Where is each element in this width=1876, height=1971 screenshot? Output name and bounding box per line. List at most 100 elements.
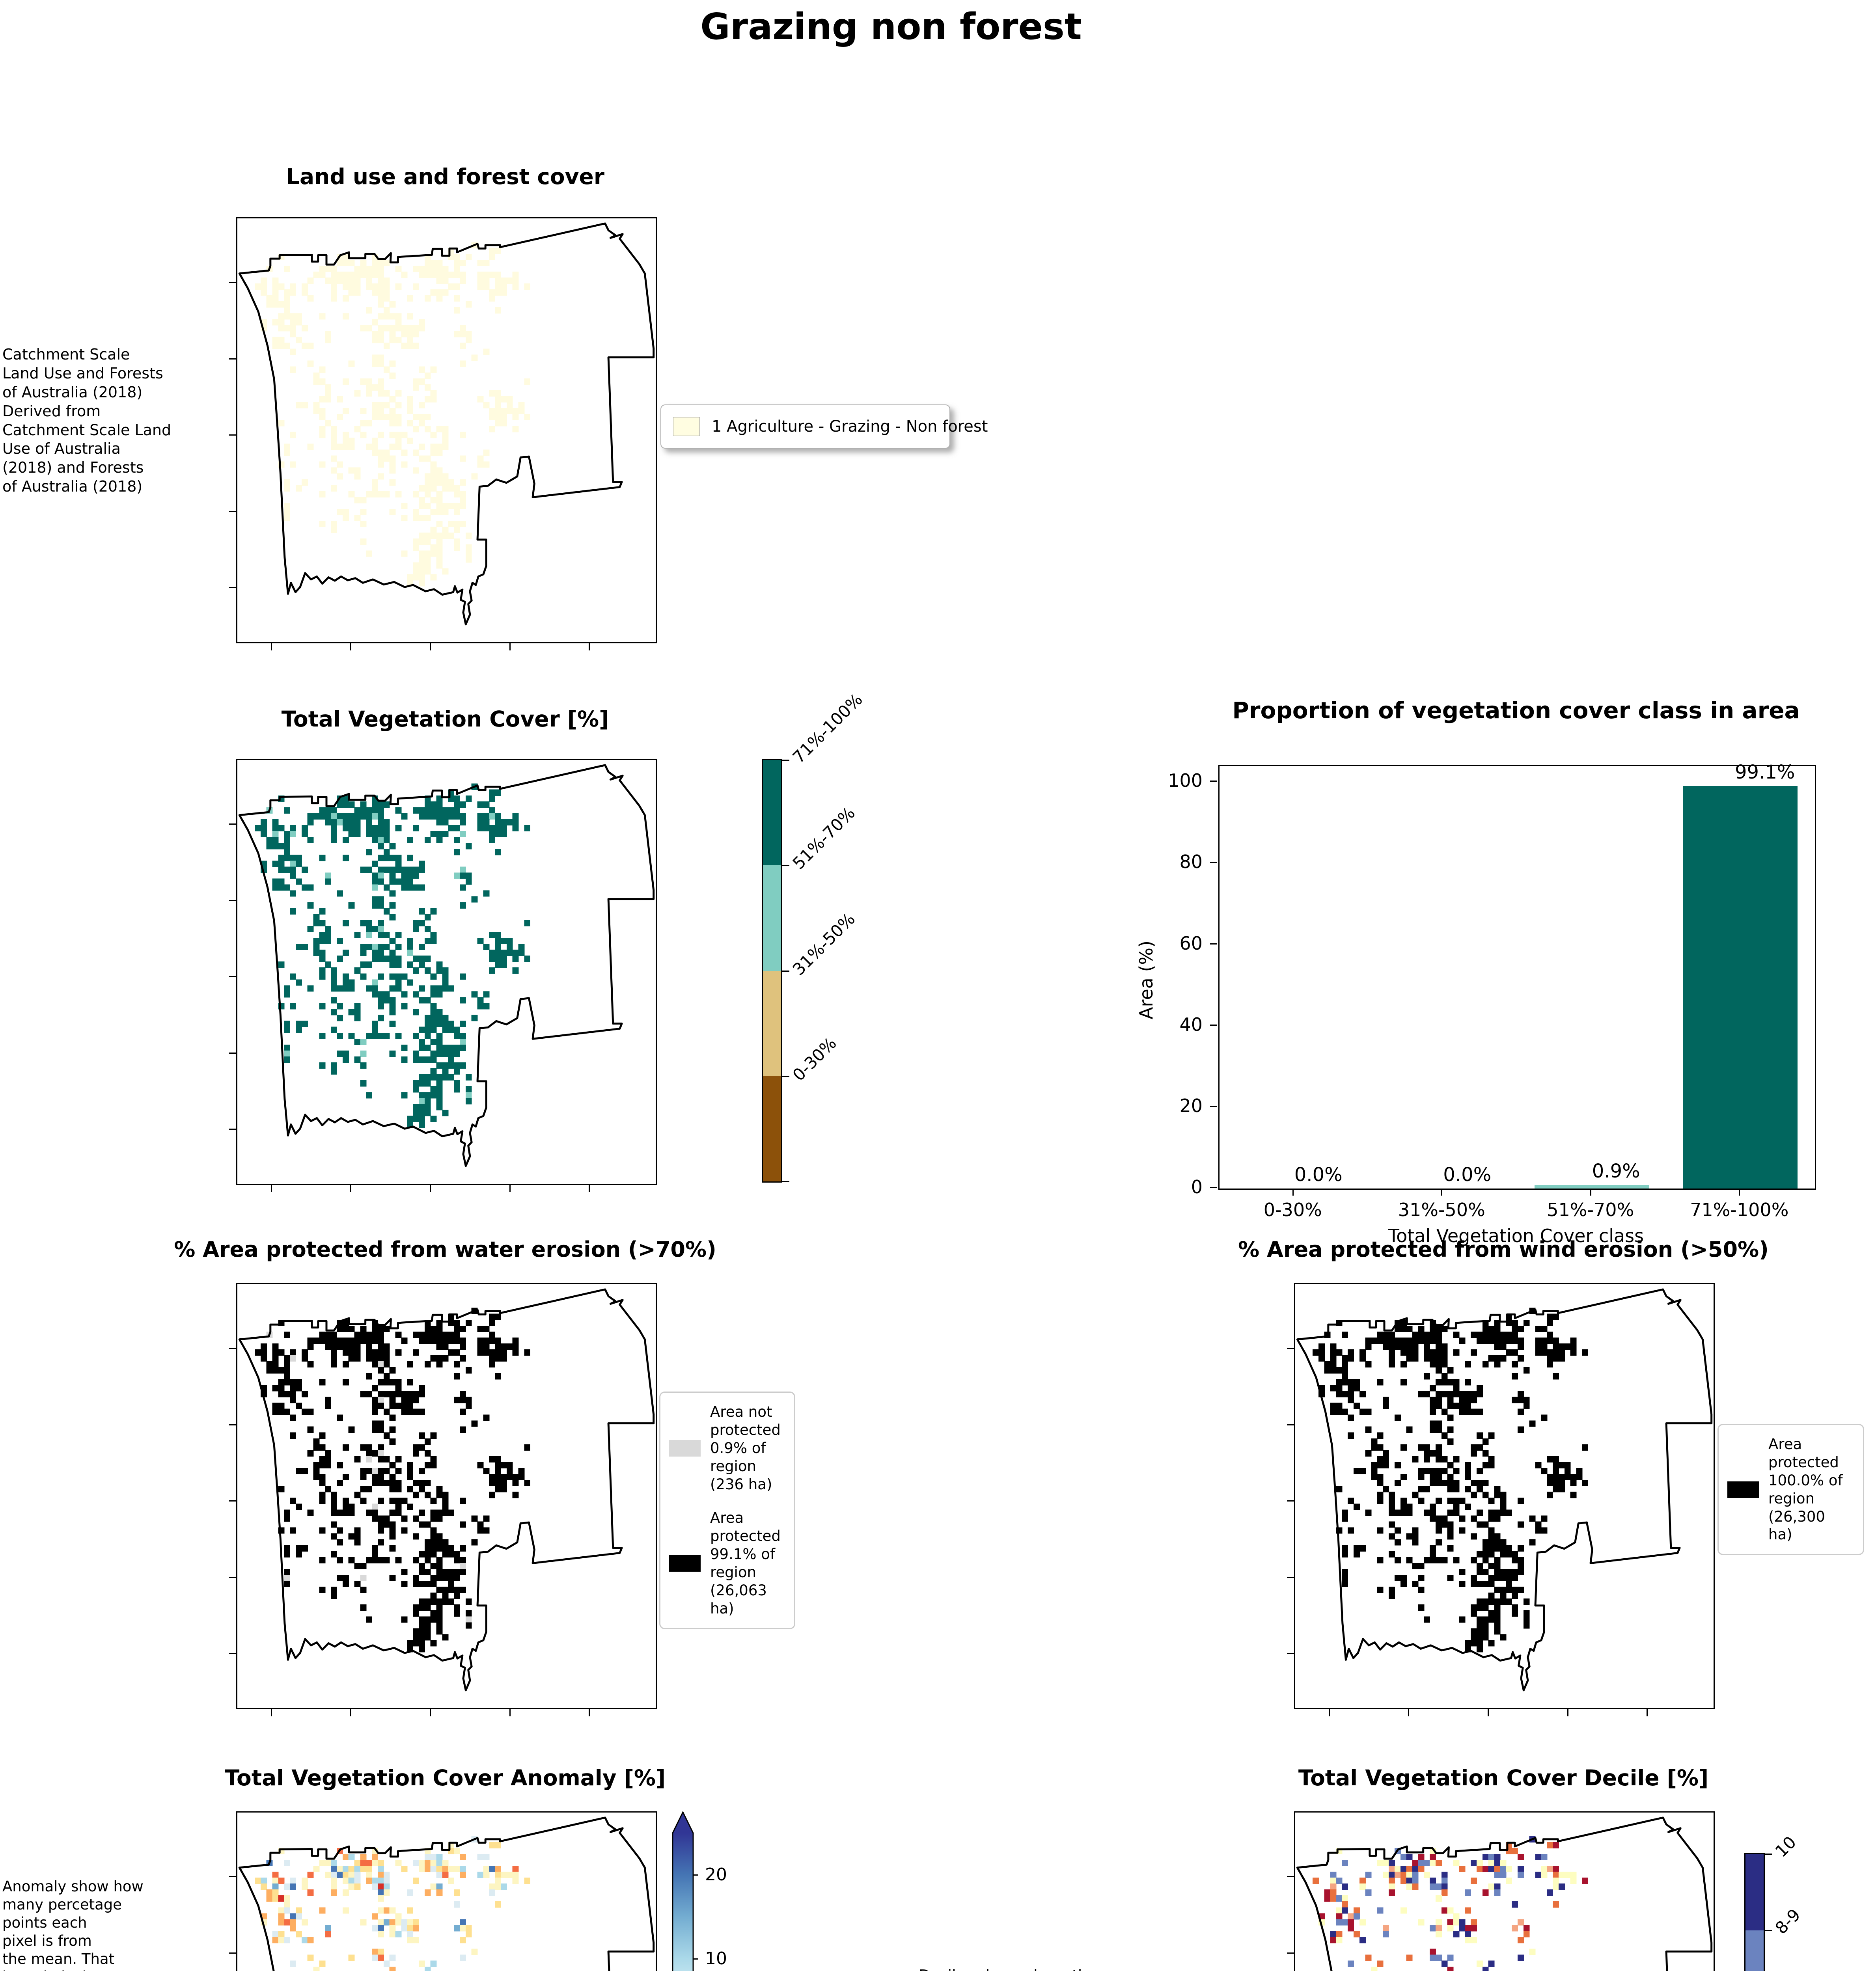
map-axis-tick — [350, 1185, 352, 1192]
chart-y-tick — [1210, 862, 1217, 863]
map-axis-tick — [229, 1129, 236, 1130]
map-axis-tick — [229, 1052, 236, 1054]
decile-colorbar-tick — [1765, 1930, 1772, 1932]
bar-value-label: 0.0% — [1443, 1164, 1492, 1186]
decile-colorbar-section — [1745, 1854, 1764, 1931]
map-axis-tick — [229, 434, 236, 436]
water-legend-entry: Area protected 99.1% of region (26,063 h… — [669, 1509, 785, 1617]
wind-map-canvas — [1295, 1284, 1714, 1708]
chart-y-tick-label: 60 — [1179, 932, 1203, 954]
map-axis-tick — [1408, 1709, 1410, 1716]
wind-map-title: % Area protected from wind erosion (>50%… — [1238, 1237, 1769, 1262]
landuse-map — [229, 217, 657, 650]
anomaly-map-title: Total Vegetation Cover Anomaly [%] — [224, 1765, 666, 1790]
anomaly-colorbar-tick-label: 10 — [705, 1948, 727, 1969]
bar-value-label: 99.1% — [1735, 761, 1795, 783]
anomaly-map — [229, 1811, 657, 1971]
vegcover-colorbar-section — [763, 971, 781, 1076]
bar-value-label: 0.9% — [1592, 1160, 1640, 1182]
chart-x-axis-label: Total Vegetation Cover class — [1388, 1225, 1644, 1246]
map-axis-tick — [589, 1185, 590, 1192]
decile-map-title: Total Vegetation Cover Decile [%] — [1298, 1765, 1709, 1790]
map-axis-tick — [229, 1952, 236, 1954]
map-axis-tick — [229, 358, 236, 360]
water-map-title: % Area protected from water erosion (>70… — [174, 1237, 716, 1262]
map-axis-tick — [1488, 1709, 1489, 1716]
map-axis-tick — [509, 643, 511, 650]
decile-map-canvas — [1295, 1813, 1714, 1971]
vegcover-colorbar-label: 0-30% — [789, 1033, 840, 1085]
chart-y-tick — [1210, 781, 1217, 782]
map-axis-tick — [229, 1348, 236, 1349]
map-axis-tick — [1287, 1952, 1294, 1954]
chart-y-tick — [1210, 1105, 1217, 1107]
vegcover-map-canvas — [237, 760, 656, 1184]
landuse-map-canvas — [237, 218, 656, 642]
chart-y-tick — [1210, 1187, 1217, 1188]
map-axis-tick — [430, 1709, 431, 1716]
map-axis-tick — [589, 643, 590, 650]
map-axis-tick — [270, 1185, 272, 1192]
map-axis-tick — [1287, 1348, 1294, 1349]
landuse-legend-swatch — [673, 417, 700, 436]
anomaly-colorbar-tick-label: 20 — [705, 1864, 727, 1885]
map-axis-tick — [229, 1653, 236, 1654]
map-axis-tick — [229, 900, 236, 901]
map-axis-tick — [589, 1709, 590, 1716]
landuse-legend-label: 1 Agriculture - Grazing - Non forest — [712, 417, 988, 436]
decile-map — [1287, 1811, 1715, 1971]
map-axis-tick — [430, 643, 431, 650]
chart-y-tick — [1210, 943, 1217, 945]
map-axis-tick — [350, 643, 352, 650]
vegcover-colorbar — [762, 759, 789, 1183]
water-legend-swatch — [669, 1555, 701, 1572]
map-axis-tick — [1328, 1709, 1330, 1716]
map-axis-tick — [270, 1709, 272, 1716]
vegcover-map — [229, 759, 657, 1192]
landuse-map-title: Land use and forest cover — [286, 164, 604, 189]
landuse-source-note: Catchment Scale Land Use and Forests of … — [2, 346, 172, 496]
wind-map-legend: Area protected 100.0% of region (26,300 … — [1717, 1424, 1864, 1556]
decile-colorbar — [1744, 1853, 1772, 1971]
water-erosion-map — [229, 1283, 657, 1716]
map-axis-tick — [270, 643, 272, 650]
map-axis-tick — [229, 1876, 236, 1878]
vegcover-map-title: Total Vegetation Cover [%] — [281, 706, 609, 732]
anomaly-explainer-text: Anomaly show how many percetage points e… — [2, 1878, 144, 1971]
map-axis-tick — [1287, 1576, 1294, 1578]
bar-value-label: 0.0% — [1294, 1164, 1343, 1186]
water-legend-entry: Area not protected 0.9% of region (236 h… — [669, 1403, 785, 1493]
chart-y-tick-label: 0 — [1191, 1176, 1203, 1198]
vegcover-colorbar-section — [763, 760, 781, 866]
map-axis-tick — [229, 1500, 236, 1502]
landuse-legend: 1 Agriculture - Grazing - Non forest — [660, 404, 988, 449]
map-axis-tick — [1287, 1653, 1294, 1654]
chart-x-tick-label: 51%-70% — [1547, 1199, 1634, 1220]
map-axis-tick — [229, 1424, 236, 1425]
map-axis-tick — [350, 1709, 352, 1716]
water-legend-label: Area not protected 0.9% of region (236 h… — [710, 1403, 781, 1493]
chart-y-tick-label: 100 — [1168, 770, 1203, 792]
map-axis-tick — [509, 1709, 511, 1716]
vegcover-colorbar-label: 31%-50% — [789, 909, 859, 979]
anomaly-map-canvas — [237, 1813, 656, 1971]
vegcover-colorbar-section — [763, 865, 781, 971]
map-axis-tick — [509, 1185, 511, 1192]
map-axis-tick — [229, 976, 236, 978]
water-legend-label: Area protected 99.1% of region (26,063 h… — [710, 1509, 781, 1617]
water-map-canvas — [237, 1284, 656, 1708]
map-axis-tick — [430, 1185, 431, 1192]
map-axis-tick — [1287, 1876, 1294, 1878]
decile-colorbar-label: 10 — [1771, 1832, 1800, 1861]
wind-legend-entry: Area protected 100.0% of region (26,300 … — [1727, 1435, 1854, 1544]
vegcover-colorbar-tick — [782, 1181, 789, 1182]
vegcover-colorbar-tick — [782, 970, 789, 972]
decile-explainer-text: Deciles show where the pixel value lies … — [919, 1966, 1163, 1971]
map-axis-tick — [1647, 1709, 1648, 1716]
map-axis-tick — [229, 823, 236, 825]
bar-51%-70% — [1534, 1185, 1649, 1189]
map-axis-tick — [1567, 1709, 1568, 1716]
chart-x-tick — [1739, 1189, 1740, 1196]
vegcover-colorbar-tick — [782, 760, 789, 761]
